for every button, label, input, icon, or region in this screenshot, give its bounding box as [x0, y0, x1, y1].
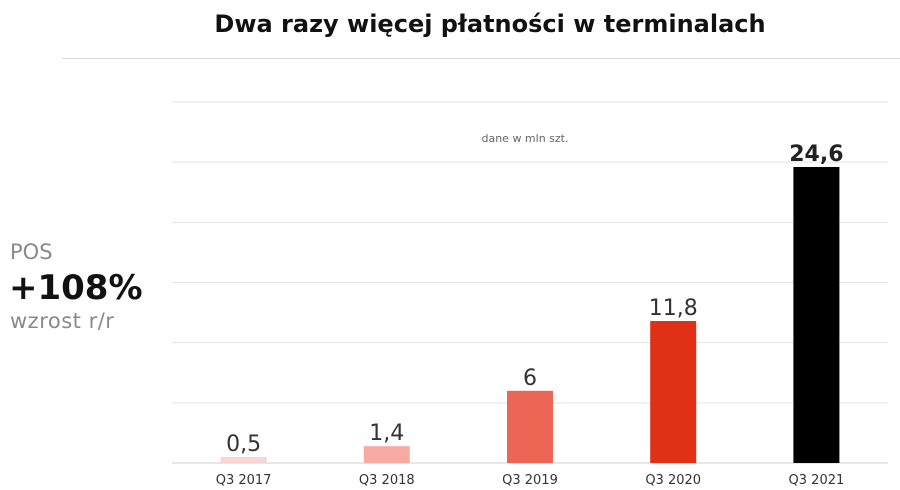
bar-q3-2020 — [650, 321, 697, 463]
x-tick-label: Q3 2019 — [502, 473, 558, 488]
data-label: 24,6 — [789, 142, 843, 167]
data-label: 6 — [523, 366, 537, 391]
x-tick-label: Q3 2021 — [789, 473, 845, 488]
kpi-caption: wzrost r/r — [10, 309, 115, 333]
title-divider — [62, 58, 900, 59]
data-label: 0,5 — [226, 432, 261, 457]
x-tick-label: Q3 2018 — [359, 473, 415, 488]
x-tick-labels: Q3 2017 Q3 2018 Q3 2019 Q3 2020 Q3 2021 — [216, 473, 845, 488]
bar-q3-2019 — [507, 390, 553, 463]
data-labels: 0,5 1,4 6 11,8 24,6 — [226, 142, 843, 457]
bar-q3-2018 — [363, 446, 410, 463]
chart-title: Dwa razy więcej płatności w terminalach — [214, 10, 766, 38]
kpi-label: POS — [10, 240, 53, 264]
bars — [220, 166, 840, 464]
data-label: 11,8 — [649, 296, 698, 321]
x-tick-label: Q3 2017 — [216, 473, 272, 488]
bar-q3-2017 — [220, 456, 267, 463]
kpi-value: +108% — [9, 268, 143, 308]
bar-q3-2021 — [793, 166, 840, 464]
data-label: 1,4 — [369, 421, 404, 446]
unit-note: dane w mln szt. — [481, 132, 568, 145]
x-tick-label: Q3 2020 — [645, 473, 701, 488]
